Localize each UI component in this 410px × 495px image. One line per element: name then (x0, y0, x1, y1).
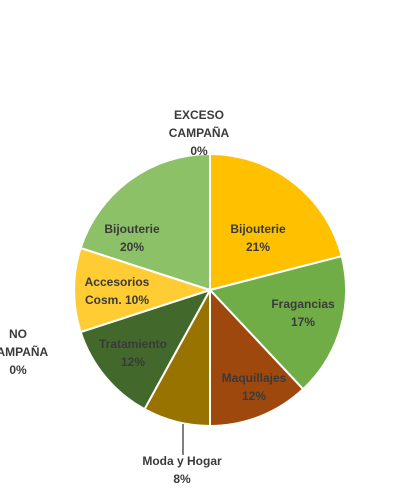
data-label-0-line-1: 21% (246, 240, 270, 254)
data-label-6: Accesorios Cosm. 10% (85, 275, 150, 307)
data-label-5: NO CAMPAÑA 0% (0, 327, 49, 377)
data-label-2-line-1: 12% (242, 389, 266, 403)
data-label-5-line-0: NO (9, 327, 27, 341)
pie-slice-0 (209, 152, 343, 292)
data-label-5-line-2: 0% (9, 363, 27, 377)
data-label-8-line-0: EXCESO (174, 108, 224, 122)
data-label-6-line-1: Cosm. 10% (85, 293, 149, 307)
data-label-4: Tratamiento 12% (99, 337, 167, 369)
data-label-3-line-1: 8% (173, 472, 191, 486)
pie-slice-1 (208, 254, 347, 391)
data-label-8-line-1: CAMPAÑA (169, 125, 230, 140)
pie-slice-6 (73, 246, 214, 334)
data-label-2-line-0: Maquillajes (222, 371, 287, 385)
data-label-3-line-0: Moda y Hogar (142, 454, 222, 468)
data-label-7-line-0: Bijouterie (104, 222, 160, 236)
data-label-2: Maquillajes 12% (222, 371, 287, 403)
data-label-8-line-2: 0% (190, 144, 208, 158)
data-label-4-line-1: 12% (121, 355, 145, 369)
data-label-5-line-1: CAMPAÑA (0, 344, 49, 359)
pie-slice-2 (209, 287, 305, 428)
data-label-8: EXCESO CAMPAÑA 0% (169, 108, 230, 158)
data-label-1-line-1: 17% (291, 315, 315, 329)
data-label-1: Fragancias 17% (271, 297, 335, 329)
data-label-0: Bijouterie 21% (230, 222, 286, 254)
data-labels: Bijouterie 21% Fragancias 17% Maquillajes 12%… (0, 108, 335, 486)
pie-slice-7 (79, 152, 211, 292)
data-label-3: Moda y Hogar 8% (142, 454, 222, 486)
data-label-1-line-0: Fragancias (271, 297, 335, 311)
data-label-0-line-0: Bijouterie (230, 222, 286, 236)
data-label-7: Bijouterie 20% (104, 222, 160, 254)
pie-slices (73, 152, 347, 428)
data-label-7-line-1: 20% (120, 240, 144, 254)
data-label-4-line-0: Tratamiento (99, 337, 167, 351)
pie-slice-4 (79, 288, 213, 411)
data-label-6-line-0: Accesorios (85, 275, 150, 289)
